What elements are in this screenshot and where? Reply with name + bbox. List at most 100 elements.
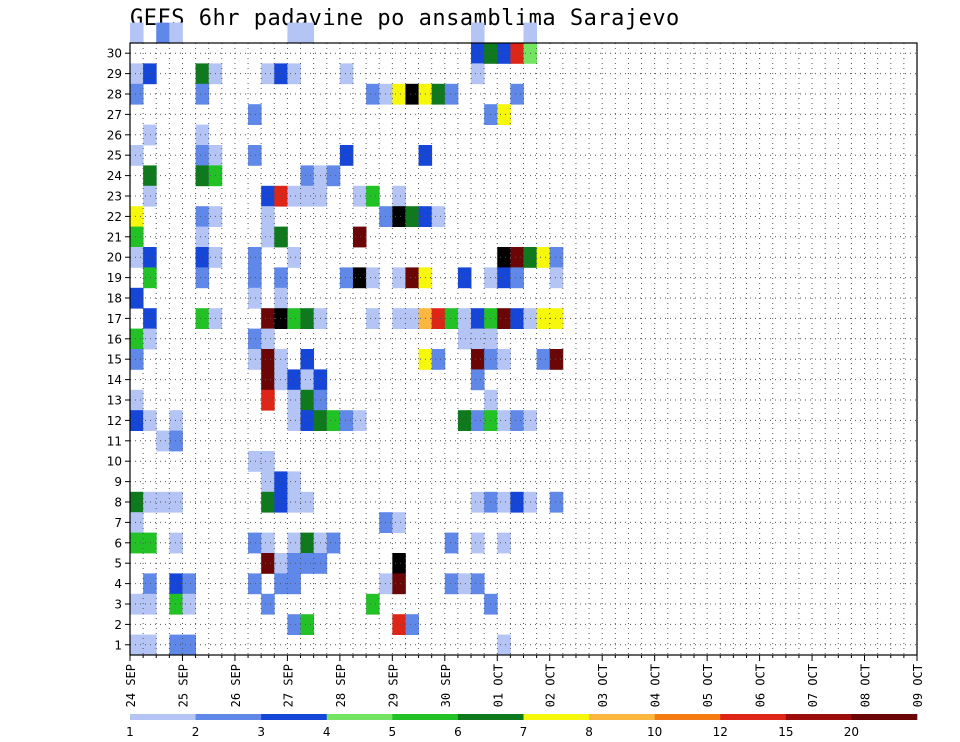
x-tick-label: 30 SEP [439,664,453,707]
heatmap-cell [392,512,406,533]
colorbar-label: 4 [323,725,331,739]
heatmap-cell [497,43,511,64]
heatmap-cell [261,532,275,554]
heatmap-cell [300,22,315,44]
heatmap-cell [195,247,210,268]
heatmap-cell [300,349,315,370]
heatmap-cell [510,491,524,513]
x-tick-label: 28 SEP [334,664,348,707]
colorbar-label: 6 [454,725,462,739]
heatmap-cell [510,43,524,64]
heatmap-cell [130,349,144,370]
x-tick-label: 09 OCT [911,664,925,707]
heatmap-cell [431,206,446,227]
heatmap-cell [274,491,288,513]
heatmap-cell [287,247,301,268]
heatmap-cell [405,614,419,635]
colorbar-label: 2 [192,725,200,739]
heatmap-cell [352,410,367,431]
heatmap-cell [274,573,288,595]
x-tick-label: 01 OCT [491,664,505,707]
heatmap-cell [130,226,144,248]
heatmap-cell [326,532,341,554]
heatmap-cell [261,349,275,370]
heatmap-cell [287,185,301,207]
heatmap-cell [169,491,183,513]
heatmap-cell [130,206,144,227]
heatmap-cell [392,614,406,635]
heatmap-cell [274,287,288,309]
heatmap-cell [130,532,144,554]
y-tick-label: 7 [114,516,122,530]
heatmap-cell [300,614,315,635]
heatmap-cell [169,410,183,431]
colorbar-swatch [326,714,393,720]
heatmap-cell [326,410,341,431]
heatmap-cell [549,247,564,268]
heatmap-cell [497,267,511,289]
heatmap-cell [392,553,406,574]
heatmap-cell [471,22,485,44]
y-tick-label: 26 [107,128,122,142]
colorbar-swatch [589,714,655,720]
heatmap-cell [195,83,210,105]
heatmap-cell [130,145,144,166]
x-tick-label: 08 OCT [859,664,873,707]
heatmap-cell [392,267,406,289]
heatmap-cell [248,247,262,268]
heatmap-cell [287,63,301,85]
heatmap-cell [471,369,485,391]
heatmap-cell [457,267,472,289]
heatmap-cell [300,185,315,207]
colorbar-label: 12 [713,725,728,739]
heatmap-cell [497,349,511,370]
heatmap-cell [143,247,157,268]
heatmap-cell [352,226,367,248]
y-tick-label: 5 [114,557,122,571]
x-tick-label: 05 OCT [701,664,715,707]
heatmap-cell [287,491,301,513]
x-tick-label: 29 SEP [386,664,400,707]
heatmap-cell [169,573,183,595]
heatmap-cell [143,573,157,595]
heatmap-cell [169,430,183,452]
heatmap-cell [182,634,196,656]
colorbar-label: 10 [647,725,662,739]
heatmap-cell [130,389,144,411]
heatmap-cell [536,349,551,370]
heatmap-cell [274,63,288,85]
heatmap-cell [497,532,511,554]
x-tick-label: 25 SEP [176,664,190,707]
heatmap-cell [549,267,564,289]
y-tick-label: 11 [107,434,122,448]
heatmap-cell [261,206,275,227]
heatmap-cell [392,83,406,105]
heatmap-cell [457,573,472,595]
colorbar-label: 8 [585,725,593,739]
heatmap-cell [143,165,157,187]
y-tick-label: 15 [107,353,122,367]
x-tick-label: 04 OCT [649,664,663,707]
heatmap-cell [156,491,170,513]
heatmap-cell [195,145,210,166]
y-tick-label: 14 [107,373,122,387]
heatmap-cell [143,267,157,289]
heatmap-cell [300,369,315,391]
heatmap-cell [497,247,511,268]
y-tick-label: 24 [107,169,122,183]
colorbar-label: 15 [778,725,793,739]
heatmap-cell [497,634,511,656]
heatmap-cell [549,349,564,370]
heatmap-cell [471,532,485,554]
heatmap-cell [366,267,380,289]
heatmap-cell [392,206,406,227]
chart-title: GEFS 6hr padavine po ansamblima Sarajevo [130,6,680,31]
heatmap-cell [339,410,354,431]
heatmap-cell [523,22,538,44]
heatmap-cell [497,104,511,125]
heatmap-cell [261,308,275,329]
heatmap-cell [366,593,380,615]
colorbar-label: 5 [389,725,397,739]
heatmap-cell [169,22,183,44]
heatmap-cell [536,308,551,329]
